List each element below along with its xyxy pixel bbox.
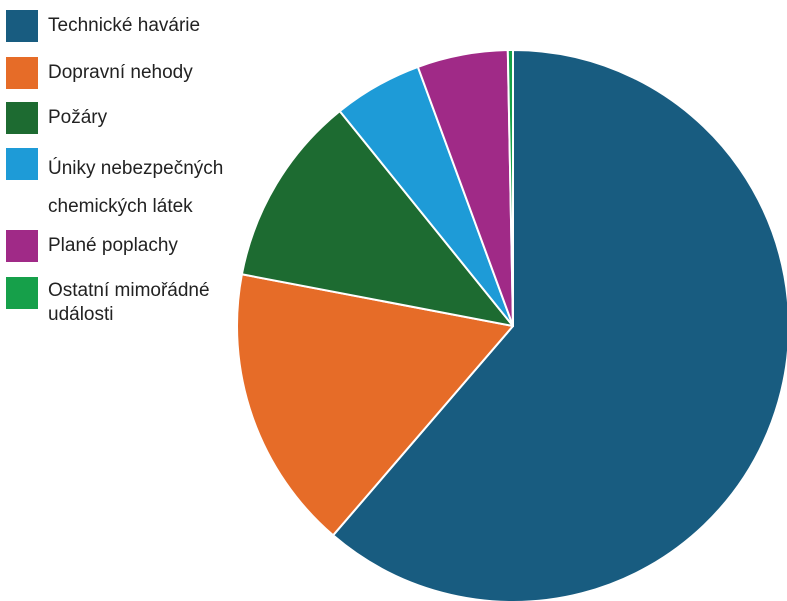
legend-swatch: [6, 148, 38, 180]
legend-label: Dopravní nehody: [48, 62, 193, 83]
pie-slice-2: [240, 110, 514, 327]
pie-slice-0: [332, 49, 787, 601]
legend-swatch: [6, 277, 38, 309]
legend-label: Ostatní mimořádné události: [48, 280, 210, 325]
pie-slice-1: [236, 273, 514, 537]
legend-label: Technické havárie: [48, 15, 201, 36]
legend-swatch: [6, 10, 38, 42]
legend-swatch: [6, 57, 38, 89]
pie-slice-5: [506, 49, 514, 327]
legend-label: Úniky nebezpečných chemických látek: [48, 158, 224, 217]
legend-swatch: [6, 230, 38, 262]
legend-swatch: [6, 102, 38, 134]
legend-label: Plané poplachy: [48, 235, 178, 256]
legend-label: Požáry: [48, 107, 108, 128]
